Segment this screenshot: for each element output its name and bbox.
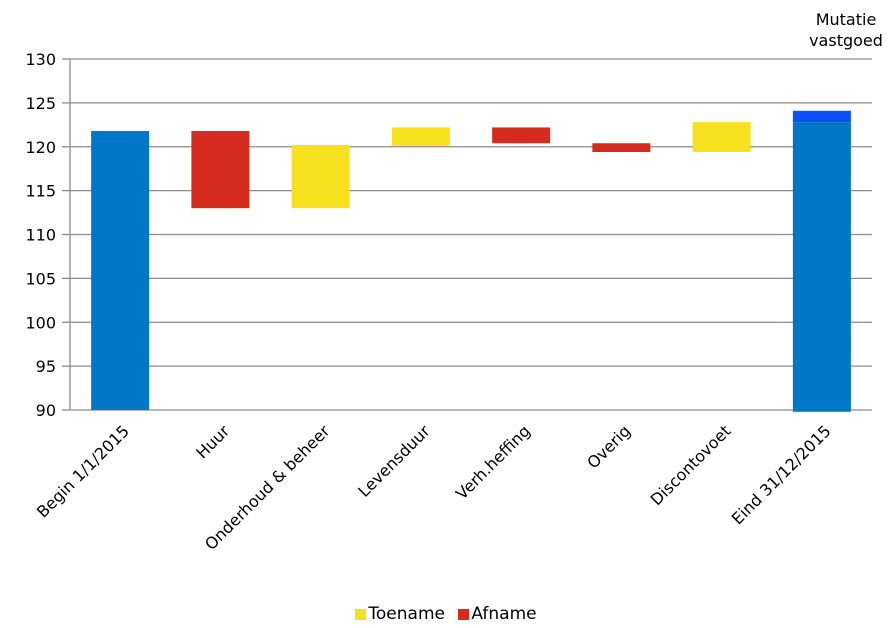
legend-item-afname: Afname <box>458 604 537 624</box>
y-tick-labels: 90 95 100 105 110 115 120 125 130 <box>25 50 56 420</box>
x-tick-label: Overig <box>583 421 634 472</box>
y-tick-label: 130 <box>25 50 56 69</box>
annotation-line-2: vastgoed <box>809 31 883 50</box>
x-tick-label: Verh.heffing <box>452 421 534 503</box>
legend-label-toename: Toename <box>368 604 445 624</box>
x-tick-label: Huur <box>192 421 233 462</box>
y-tick-label: 90 <box>36 401 56 420</box>
bars <box>91 110 851 412</box>
y-tick-label: 120 <box>25 138 56 157</box>
bar-increase <box>391 127 450 146</box>
y-tick-label: 110 <box>25 226 56 245</box>
legend-label-afname: Afname <box>471 604 537 624</box>
waterfall-chart: 90 95 100 105 110 115 120 125 130 Begin 1/1/2015… <box>25 50 872 554</box>
legend-swatch-toename <box>355 608 367 620</box>
y-tick-label: 95 <box>36 357 56 376</box>
bar-total <box>91 130 150 410</box>
y-tick-label: 115 <box>25 182 56 201</box>
y-tick-label: 125 <box>25 94 56 113</box>
legend-swatch-afname <box>458 608 470 620</box>
bar-mutation <box>792 110 851 123</box>
axes <box>62 58 71 411</box>
bar-decrease <box>592 143 651 153</box>
x-tick-label: Discontovoet <box>647 421 735 509</box>
legend: Toename Afname <box>0 604 892 625</box>
gridlines <box>70 58 872 411</box>
bar-decrease <box>191 130 250 209</box>
y-tick-label: 105 <box>25 269 56 288</box>
bar-increase <box>692 122 751 153</box>
annotation-line-1: Mutatie <box>815 10 877 29</box>
bar-increase <box>291 144 350 209</box>
x-tick-label: Levensduur <box>354 421 434 501</box>
y-tick-label: 100 <box>25 313 56 332</box>
bar-total <box>792 122 851 412</box>
x-tick-label: Begin 1/1/2015 <box>33 421 133 521</box>
legend-item-toename: Toename <box>355 604 445 624</box>
bar-decrease <box>492 127 551 144</box>
x-tick-label: Eind 31/12/2015 <box>728 421 835 528</box>
